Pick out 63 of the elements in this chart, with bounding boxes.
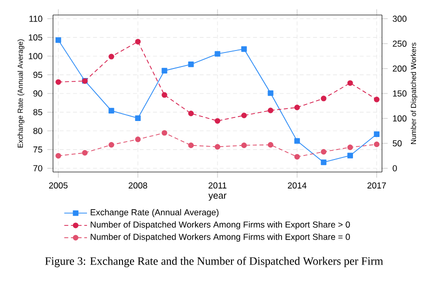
y-tick-label: 75 <box>33 146 42 153</box>
point <box>56 79 62 85</box>
point <box>82 150 88 156</box>
point <box>162 92 168 98</box>
point <box>374 142 380 148</box>
y2-tick-label: 150 <box>393 90 407 97</box>
point <box>135 115 141 121</box>
y2-tick-label: 300 <box>392 16 407 22</box>
legend-label: Exchange Rate (Annual Average) <box>90 208 218 218</box>
point <box>108 142 114 148</box>
point <box>214 51 220 57</box>
x-axis-title: year <box>208 194 226 201</box>
y2-tick-label: 100 <box>393 115 407 122</box>
caption: Figure 3: Exchange Rate and the Number of Dispatched Workers per Firm <box>45 256 384 268</box>
legend-label: Number of Dispatched Workers Among Firms with Export Share = 0 <box>90 234 350 242</box>
point <box>374 96 380 102</box>
point <box>162 68 168 74</box>
point <box>294 154 300 160</box>
x-tick-label: 2005 <box>49 182 68 189</box>
x-tick-label: 2011 <box>208 182 226 189</box>
y-tick-label: 95 <box>33 72 42 78</box>
point <box>214 118 220 124</box>
point <box>347 144 353 150</box>
point <box>268 108 274 114</box>
y-tick-label: 100 <box>28 53 42 60</box>
y-tick-label: 90 <box>33 90 42 97</box>
y2-tick-label: 0 <box>392 165 397 172</box>
x-tick-label: 2008 <box>128 182 148 189</box>
point <box>135 38 141 44</box>
y2-tick-label: 250 <box>392 40 407 47</box>
point <box>347 152 353 158</box>
point <box>214 144 220 150</box>
point <box>320 96 326 102</box>
x-tick-label: 2017 <box>367 182 386 189</box>
point <box>294 104 300 110</box>
point <box>241 142 247 148</box>
point <box>320 149 326 155</box>
legend-label: Number of Dispatched Workers Among Firms with Export Share > 0 <box>90 221 350 230</box>
point <box>108 108 114 114</box>
point <box>347 80 353 86</box>
point <box>320 159 326 166</box>
y-tick-label: 85 <box>33 109 42 116</box>
y-tick-label: 110 <box>29 16 42 22</box>
y2-tick-label: 200 <box>392 66 407 72</box>
y2-tick-label: 50 <box>392 140 402 146</box>
y-tick-label: 80 <box>33 128 42 134</box>
y-tick-label: 70 <box>33 165 42 172</box>
point <box>135 136 141 142</box>
point <box>56 37 62 43</box>
point <box>188 62 194 68</box>
point <box>241 46 247 52</box>
point <box>374 131 380 138</box>
point <box>268 90 274 96</box>
point <box>162 130 168 136</box>
x-tick-label: 2014 <box>288 182 306 189</box>
point <box>56 152 62 159</box>
point <box>241 112 247 118</box>
point <box>268 142 274 148</box>
point <box>294 138 300 144</box>
point <box>188 142 194 148</box>
y-tick-label: 105 <box>28 34 42 40</box>
point <box>188 110 194 116</box>
point <box>108 54 114 60</box>
